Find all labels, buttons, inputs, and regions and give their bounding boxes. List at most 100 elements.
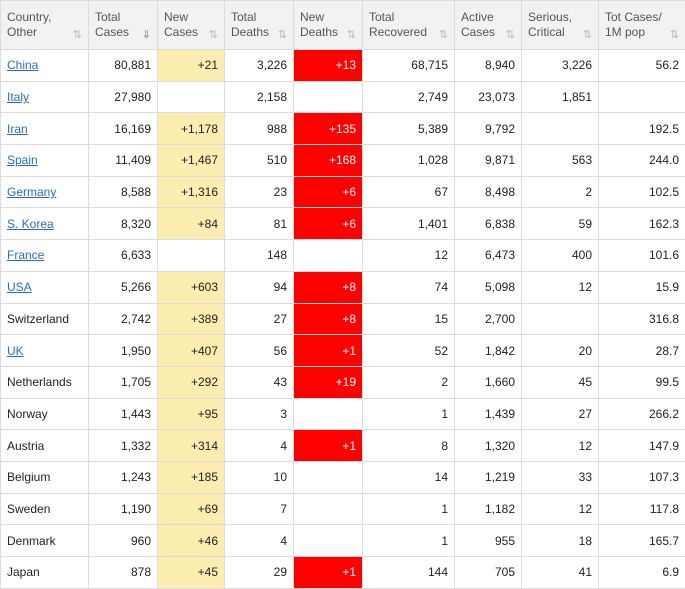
- sort-icon[interactable]: ⇅: [670, 30, 679, 41]
- cell-new-deaths: +6: [294, 208, 363, 240]
- cell-per-million: 107.3: [599, 461, 685, 493]
- cell-per-million: 101.6: [599, 240, 685, 272]
- cell-country[interactable]: Iran: [1, 113, 89, 145]
- cell-total-recovered: 12: [363, 240, 455, 272]
- cell-new-deaths: +8: [294, 303, 363, 335]
- cell-per-million: 15.9: [599, 271, 685, 303]
- cell-serious: [522, 303, 599, 335]
- cell-new-deaths: +1: [294, 335, 363, 367]
- column-header-label: Total: [369, 10, 448, 25]
- sort-icon[interactable]: ⇅: [439, 30, 448, 41]
- cell-new-deaths: +168: [294, 145, 363, 177]
- cell-total-deaths: 4: [225, 525, 294, 557]
- cell-total-cases: 1,243: [89, 461, 158, 493]
- cell-active-cases: 9,792: [455, 113, 522, 145]
- cell-country: Denmark: [1, 525, 89, 557]
- country-link[interactable]: Italy: [7, 90, 29, 104]
- cell-new-deaths: +1: [294, 557, 363, 589]
- cell-serious: 12: [522, 271, 599, 303]
- cell-per-million: 316.8: [599, 303, 685, 335]
- sort-icon[interactable]: ⇅: [506, 30, 515, 41]
- cell-per-million: 165.7: [599, 525, 685, 557]
- country-link[interactable]: France: [7, 248, 44, 262]
- cell-serious: 45: [522, 366, 599, 398]
- country-name: Norway: [7, 407, 48, 421]
- cell-per-million: 147.9: [599, 430, 685, 462]
- cell-country[interactable]: UK: [1, 335, 89, 367]
- country-name: Switzerland: [7, 312, 69, 326]
- column-header-country[interactable]: Country,Other⇅: [1, 1, 89, 50]
- cell-per-million: [599, 81, 685, 113]
- cell-per-million: 102.5: [599, 176, 685, 208]
- cell-total-cases: 11,409: [89, 145, 158, 177]
- sort-icon[interactable]: ⇅: [347, 30, 356, 41]
- cell-total-deaths: 94: [225, 271, 294, 303]
- country-link[interactable]: China: [7, 58, 38, 72]
- cell-country[interactable]: France: [1, 240, 89, 272]
- cell-new-cases: +1,178: [158, 113, 225, 145]
- cell-serious: 400: [522, 240, 599, 272]
- cell-total-cases: 5,266: [89, 271, 158, 303]
- cell-country[interactable]: China: [1, 50, 89, 82]
- country-link[interactable]: Germany: [7, 185, 56, 199]
- cell-new-cases: +95: [158, 398, 225, 430]
- cell-total-cases: 8,588: [89, 176, 158, 208]
- cell-country[interactable]: Germany: [1, 176, 89, 208]
- country-name: Japan: [7, 565, 40, 579]
- cell-total-cases: 1,705: [89, 366, 158, 398]
- sort-icon[interactable]: ⇅: [583, 30, 592, 41]
- cell-new-deaths: +8: [294, 271, 363, 303]
- cell-country[interactable]: Italy: [1, 81, 89, 113]
- cell-serious: 41: [522, 557, 599, 589]
- cell-new-deaths: [294, 81, 363, 113]
- cell-new-cases: +45: [158, 557, 225, 589]
- cell-new-deaths: [294, 493, 363, 525]
- cell-active-cases: 1,182: [455, 493, 522, 525]
- sort-icon[interactable]: ⇅: [73, 30, 82, 41]
- country-link[interactable]: Iran: [7, 122, 28, 136]
- cell-new-cases: +1,316: [158, 176, 225, 208]
- cell-new-cases: +21: [158, 50, 225, 82]
- column-header-serious[interactable]: Serious,Critical⇅: [522, 1, 599, 50]
- cell-total-deaths: 29: [225, 557, 294, 589]
- sort-icon[interactable]: ⇅: [278, 30, 287, 41]
- cell-active-cases: 6,838: [455, 208, 522, 240]
- cell-total-cases: 16,169: [89, 113, 158, 145]
- cell-country[interactable]: Spain: [1, 145, 89, 177]
- cell-new-cases: +389: [158, 303, 225, 335]
- country-link[interactable]: UK: [7, 344, 24, 358]
- column-header-per-million[interactable]: Tot Cases/1M pop⇅: [599, 1, 685, 50]
- country-link[interactable]: USA: [7, 280, 32, 294]
- cell-country[interactable]: S. Korea: [1, 208, 89, 240]
- country-link[interactable]: Spain: [7, 153, 38, 167]
- column-header-label: Active: [461, 10, 515, 25]
- cell-per-million: 117.8: [599, 493, 685, 525]
- cell-per-million: 162.3: [599, 208, 685, 240]
- sort-icon[interactable]: ⇅: [209, 30, 218, 41]
- cell-active-cases: 9,871: [455, 145, 522, 177]
- cell-total-recovered: 2: [363, 366, 455, 398]
- sort-descending-icon[interactable]: ⇓: [142, 30, 151, 41]
- column-header-label: New: [164, 10, 218, 25]
- cell-country[interactable]: USA: [1, 271, 89, 303]
- cell-country: Austria: [1, 430, 89, 462]
- cell-serious: 20: [522, 335, 599, 367]
- country-link[interactable]: S. Korea: [7, 217, 54, 231]
- cell-country: Sweden: [1, 493, 89, 525]
- cell-total-recovered: 1,401: [363, 208, 455, 240]
- cell-total-recovered: 1,028: [363, 145, 455, 177]
- cell-total-recovered: 1: [363, 398, 455, 430]
